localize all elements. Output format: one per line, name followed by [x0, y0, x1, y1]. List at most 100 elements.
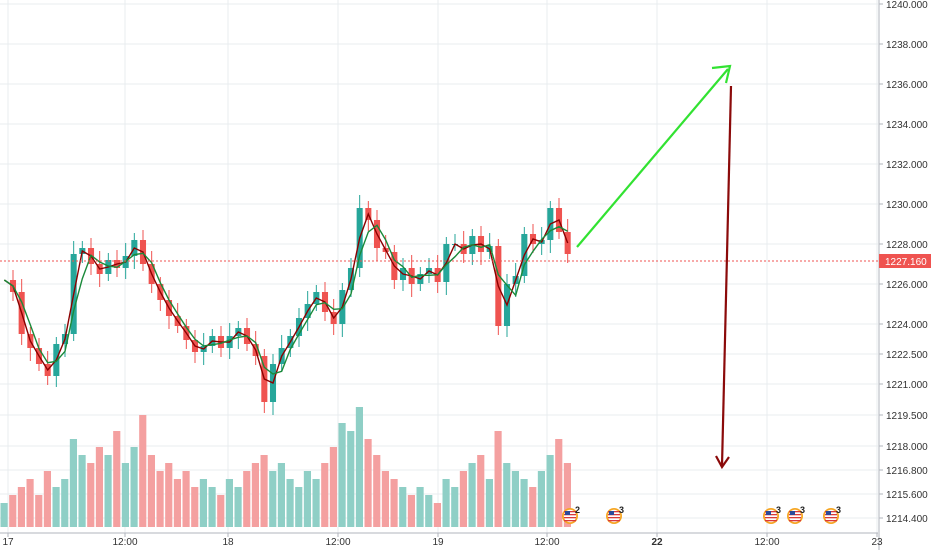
- price-axis-label: 1232.000: [886, 160, 928, 171]
- flag-canton: [826, 511, 831, 515]
- volume-bar: [407, 495, 415, 527]
- volume-bar: [251, 463, 259, 527]
- event-badge[interactable]: 3: [763, 505, 781, 524]
- volume-bar: [390, 479, 398, 527]
- volume-bar: [52, 487, 60, 527]
- event-badge[interactable]: 3: [606, 505, 624, 524]
- price-axis-label: 1218.000: [886, 442, 928, 453]
- volume-bar: [139, 415, 147, 527]
- flag-canton: [609, 511, 614, 515]
- price-axis-label: 1215.600: [886, 490, 928, 501]
- flag-stripe: [789, 520, 801, 522]
- price-axis-label: 1224.000: [886, 320, 928, 331]
- last-price-label: 1227.160: [885, 257, 927, 268]
- time-axis-label: 12:00: [112, 537, 137, 548]
- volume-bar: [191, 487, 199, 527]
- volume-bar: [303, 471, 311, 527]
- volume-bar: [104, 455, 112, 527]
- volume-bar: [425, 495, 433, 527]
- volume-bar: [503, 463, 511, 527]
- volume-bar: [355, 407, 363, 527]
- volume-bar: [329, 447, 337, 527]
- volume-bar: [459, 471, 467, 527]
- last-price-tag: [879, 254, 931, 268]
- volume-bar: [277, 463, 285, 527]
- volume-bar: [69, 439, 77, 527]
- volume-bar: [0, 503, 8, 527]
- volume-bar: [243, 471, 251, 527]
- volume-bar: [43, 471, 51, 527]
- flag-stripe: [825, 517, 837, 519]
- volume-bar: [537, 471, 545, 527]
- down-arrow-line: [720, 85, 733, 467]
- moving-average-slow: [3, 224, 569, 375]
- event-badge[interactable]: 3: [823, 505, 841, 524]
- volume-bar: [399, 487, 407, 527]
- price-axis-label: 1230.000: [886, 200, 928, 211]
- volume-bar: [511, 471, 519, 527]
- volume-bar: [156, 471, 164, 527]
- volume-bar: [295, 487, 303, 527]
- event-badge[interactable]: 3: [787, 505, 805, 524]
- volume-bar: [199, 479, 207, 527]
- volume-bar: [269, 471, 277, 527]
- flag-canton: [565, 511, 570, 515]
- time-axis-label: 18: [222, 537, 234, 548]
- flag-canton: [766, 511, 771, 515]
- volume-bar: [373, 455, 381, 527]
- volume-bar: [451, 487, 459, 527]
- price-axis-label: 1226.000: [886, 280, 928, 291]
- volume-bar: [433, 503, 441, 527]
- badge-count: 2: [575, 505, 580, 515]
- volume-bar: [217, 495, 225, 527]
- time-axis-label: 17: [2, 537, 14, 548]
- flag-stripe: [789, 517, 801, 519]
- volume-bar: [555, 439, 563, 527]
- volume-bar: [416, 487, 424, 527]
- time-axis-label: 12:00: [534, 537, 559, 548]
- volume-bar: [364, 439, 372, 527]
- volume-bar: [9, 495, 17, 527]
- volume-bars: [0, 407, 571, 527]
- down-arrow-head: [715, 455, 730, 470]
- up-arrow-head: [711, 64, 732, 84]
- volume-bar: [563, 463, 571, 527]
- volume-bar: [208, 487, 216, 527]
- volume-bar: [494, 431, 502, 527]
- volume-bar: [520, 479, 528, 527]
- event-badge[interactable]: 2: [562, 505, 580, 524]
- volume-bar: [225, 479, 233, 527]
- volume-bar: [121, 463, 129, 527]
- volume-bar: [182, 471, 190, 527]
- badge-count: 3: [619, 505, 624, 515]
- price-axis-background: [879, 0, 932, 550]
- volume-bar: [468, 463, 476, 527]
- volume-bar: [442, 479, 450, 527]
- candles: [9, 195, 571, 415]
- volume-bar: [17, 487, 25, 527]
- volume-bar: [286, 479, 294, 527]
- badge-count: 3: [776, 505, 781, 515]
- volume-bar: [78, 455, 86, 527]
- price-axis-label: 1214.400: [886, 514, 928, 525]
- badge-count: 3: [836, 505, 841, 515]
- volume-bar: [529, 487, 537, 527]
- time-axis-label: 23: [871, 537, 883, 548]
- time-axis-label: 19: [432, 537, 444, 548]
- volume-bar: [381, 471, 389, 527]
- volume-bar: [347, 431, 355, 527]
- volume-bar: [260, 455, 268, 527]
- up-arrow-line: [576, 68, 729, 248]
- volume-bar: [312, 479, 320, 527]
- volume-bar: [477, 455, 485, 527]
- price-axis-label: 1240.000: [886, 0, 928, 11]
- volume-bar: [26, 479, 34, 527]
- price-axis-label: 1228.000: [886, 240, 928, 251]
- flag-stripe: [608, 520, 620, 522]
- volume-bar: [338, 423, 346, 527]
- volume-bar: [234, 487, 242, 527]
- volume-bar: [173, 479, 181, 527]
- price-axis-label: 1234.000: [886, 120, 928, 131]
